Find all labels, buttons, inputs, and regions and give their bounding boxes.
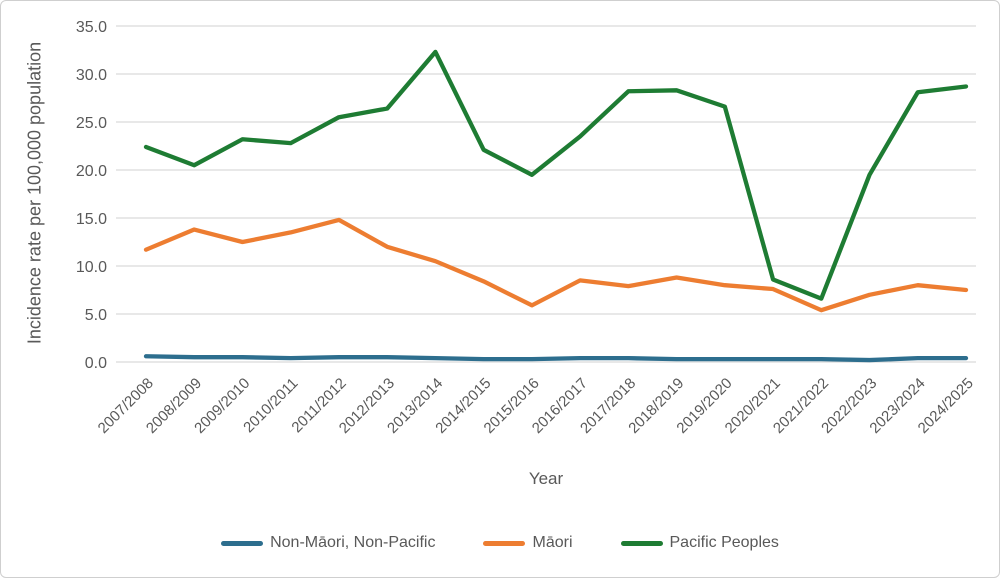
legend-label: Non-Māori, Non-Pacific: [270, 534, 436, 551]
series-line-non-maori-non-pacific: [143, 354, 969, 363]
line-chart-canvas: 0.05.010.015.020.025.030.035.02007/20082…: [76, 19, 977, 437]
legend-line-swatch-non-maori-non-pacific: [221, 540, 264, 546]
legend-label: Māori: [532, 534, 573, 551]
y-tick-label: 30.0: [76, 67, 107, 84]
legend-item-maori: Māori: [483, 534, 573, 552]
y-tick-label: 25.0: [76, 115, 107, 132]
legend: Non-Māori, Non-Pacific Māori Pacific Peo…: [1, 534, 999, 552]
series-line-maori: [143, 217, 969, 313]
legend-line-swatch-maori: [483, 540, 526, 546]
y-tick-label: 10.0: [76, 259, 107, 276]
legend-item-non-maori-non-pacific: Non-Māori, Non-Pacific: [221, 534, 435, 552]
legend-item-pacific-peoples: Pacific Peoples: [620, 534, 779, 552]
x-axis-title: Year: [528, 469, 564, 488]
y-tick-label: 20.0: [76, 163, 107, 180]
y-tick-label: 15.0: [76, 211, 107, 228]
legend-label: Pacific Peoples: [669, 534, 779, 551]
legend-line-swatch-pacific-peoples: [620, 540, 663, 546]
y-tick-label: 0.0: [85, 355, 107, 372]
y-tick-label: 5.0: [85, 307, 107, 324]
y-tick-label: 35.0: [76, 19, 107, 36]
y-axis-title: Incidence rate per 100,000 population: [24, 41, 45, 345]
series-line-pacific-peoples: [143, 49, 969, 301]
